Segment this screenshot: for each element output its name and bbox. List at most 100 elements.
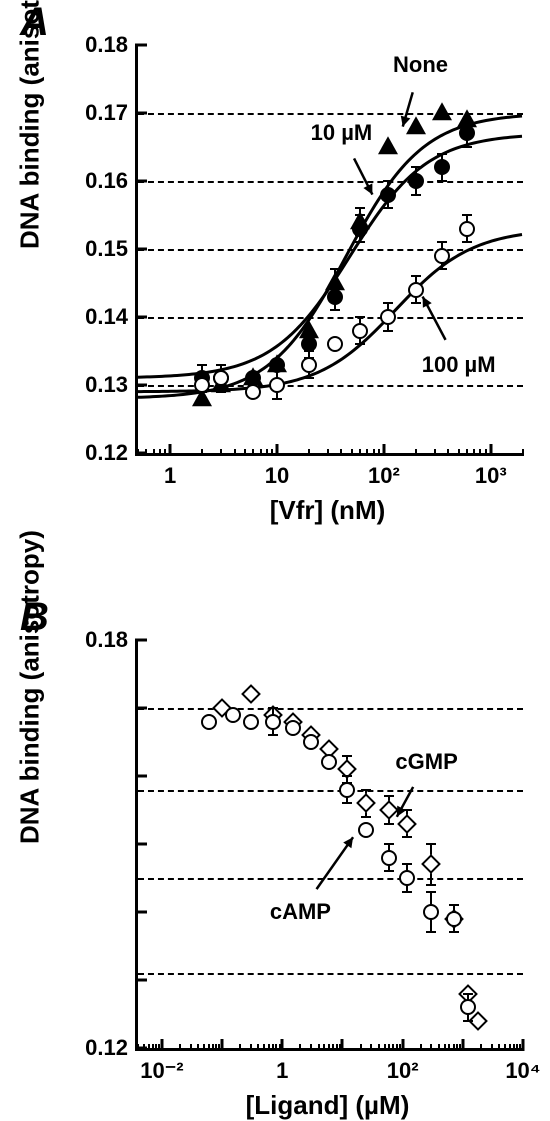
xtick-minor [509,1044,511,1051]
error-cap [304,330,314,332]
ytick-mark [135,843,147,846]
data-point [460,999,476,1015]
xtick-minor [250,1044,252,1051]
xtick-minor [299,1044,301,1051]
error-cap [402,809,412,811]
data-point [301,357,317,373]
ytick-label: 0.18 [85,32,138,58]
xtick-minor [415,449,417,456]
data-point [327,289,343,305]
xtick-minor [234,449,236,456]
xtick-minor [220,449,222,456]
data-point [225,707,241,723]
xtick-mark [461,1039,464,1051]
xtick-minor [208,1044,210,1051]
xtick-minor [327,449,329,456]
error-cap [304,377,314,379]
gridline [138,708,523,710]
xtick-label: 1 [276,1048,288,1084]
xtick-minor [272,1044,274,1051]
data-point [352,323,368,339]
error-cap [355,343,365,345]
ytick-label: 0.18 [85,627,138,653]
xtick-minor [448,1044,450,1051]
ytick-mark [135,979,147,982]
xtick-minor [190,1044,192,1051]
data-point [241,684,261,704]
series-annotation: 10 µM [311,120,373,146]
data-point [398,814,418,834]
xtick-minor [260,449,262,456]
error-cap [411,275,421,277]
xtick-minor [153,449,155,456]
ytick-label: 0.16 [85,168,138,194]
data-point [380,309,396,325]
xtick-minor [158,1044,160,1051]
data-point [380,187,396,203]
error-cap [384,795,394,797]
xtick-minor [456,1044,458,1051]
xtick-mark [341,1039,344,1051]
ytick-mark [135,911,147,914]
error-cap [426,891,436,893]
data-point [408,173,424,189]
error-cap [342,775,352,777]
error-cap [437,153,447,155]
xtick-minor [340,449,342,456]
error-cap [426,843,436,845]
xtick-minor [257,1044,259,1051]
data-point [357,793,377,813]
data-point [459,125,475,141]
data-point [213,370,229,386]
xtick-minor [513,1044,515,1051]
data-point [423,904,439,920]
ytick-label: 0.12 [85,440,138,466]
xtick-minor [328,1044,330,1051]
data-point [381,850,397,866]
xtick-minor [263,1044,265,1051]
gridline [138,317,523,319]
xtick-minor [516,1044,518,1051]
gridline [138,790,523,792]
xtick-label: 10⁴ [505,1048,540,1084]
data-point [459,221,475,237]
error-cap [330,309,340,311]
data-point [378,136,398,154]
data-point [194,377,210,393]
error-cap [411,166,421,168]
error-cap [384,823,394,825]
xtick-minor [212,1044,214,1051]
error-cap [272,398,282,400]
xtick-minor [519,1044,521,1051]
data-point [321,754,337,770]
xtick-minor [498,1044,500,1051]
xtick-minor [447,449,449,456]
error-cap [355,316,365,318]
data-point [285,720,301,736]
series-annotation: None [393,52,448,78]
error-cap [383,207,393,209]
xtick-minor [244,449,246,456]
ytick-label: 0.15 [85,236,138,262]
xtick-minor [203,1044,205,1051]
gridline [138,973,523,975]
xtick-minor [491,1044,493,1051]
xtick-minor [351,449,353,456]
error-cap [449,931,459,933]
data-point [434,159,450,175]
error-cap [411,194,421,196]
error-cap [462,146,472,148]
error-cap [426,931,436,933]
xtick-mark [221,1039,224,1051]
error-cap [330,282,340,284]
data-point [269,377,285,393]
error-cap [330,268,340,270]
xtick-minor [145,449,147,456]
error-cap [462,241,472,243]
xtick-minor [239,1044,241,1051]
error-cap [342,802,352,804]
panel-a-plot: 0.120.130.140.150.160.170.1811010²10³Non… [135,45,523,456]
error-cap [411,302,421,304]
xtick-label: 10² [368,453,400,489]
xtick-minor [155,1044,157,1051]
